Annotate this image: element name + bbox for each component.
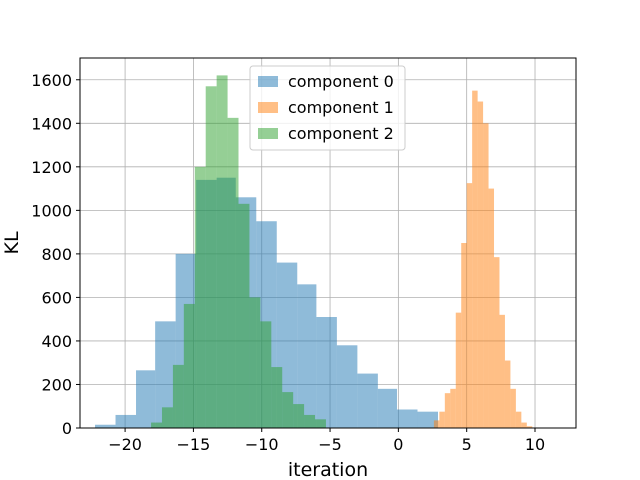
x-tick-label: 10 (525, 435, 545, 454)
y-tick-label: 400 (41, 332, 72, 351)
x-tick-label: −5 (318, 435, 342, 454)
histogram-bar (260, 321, 272, 428)
bars (95, 75, 533, 429)
histogram-bar (477, 101, 484, 428)
histogram-bar (483, 123, 489, 428)
histogram-bar (417, 411, 438, 428)
x-tick-label: −20 (108, 435, 142, 454)
y-tick-label: 1400 (31, 114, 72, 133)
histogram-bar (450, 388, 456, 428)
histogram-bar (161, 407, 173, 428)
legend-label: component 0 (288, 72, 394, 91)
histogram-bar (377, 388, 398, 428)
histogram-bar (515, 411, 522, 428)
histogram-bar (494, 257, 500, 428)
histogram-bar (336, 345, 358, 428)
histogram-bar (521, 422, 527, 428)
histogram-bar (444, 393, 451, 428)
histogram-bar (249, 297, 261, 428)
histogram-bar (151, 422, 162, 428)
x-axis-label: iteration (288, 459, 368, 480)
y-tick-label: 1200 (31, 158, 72, 177)
legend-label: component 2 (288, 124, 394, 143)
histogram-bar (526, 426, 533, 428)
series-1-bars (433, 90, 533, 428)
histogram-bar (439, 411, 445, 428)
histogram-bar (297, 284, 317, 428)
histogram-bar (433, 420, 440, 428)
y-tick-label: 0 (62, 419, 72, 438)
histogram-bar (315, 419, 326, 428)
histogram-bar (205, 86, 217, 428)
histogram-bar (293, 404, 305, 428)
y-tick-label: 1000 (31, 201, 72, 220)
histogram-bar (227, 117, 239, 429)
x-tick-label: −10 (245, 435, 279, 454)
histogram-bar (472, 90, 478, 428)
x-tick-label: 0 (393, 435, 403, 454)
histogram-bar (466, 183, 473, 428)
y-axis-label: KL (1, 231, 23, 254)
histogram-bar (357, 373, 378, 428)
legend-label: component 1 (288, 98, 394, 117)
y-tick-label: 800 (41, 245, 72, 264)
legend-box (249, 65, 406, 151)
histogram-bar (271, 367, 283, 428)
histogram-bar (238, 203, 250, 428)
legend-swatch (258, 102, 278, 113)
legend-swatch (258, 76, 278, 87)
legend-swatch (258, 128, 278, 139)
x-tick-label: 5 (462, 435, 472, 454)
series-2-bars (151, 75, 326, 429)
histogram-bar (194, 166, 206, 428)
histogram-bar (488, 188, 495, 428)
histogram-bar (304, 414, 316, 428)
legend: component 0 component 1 component 2 (249, 65, 406, 151)
histogram-bar (183, 303, 195, 428)
histogram-bar (155, 321, 176, 428)
histogram-bar (216, 75, 228, 428)
plot-frame (79, 57, 577, 429)
y-tick-label: 200 (41, 375, 72, 394)
histogram-bar (282, 392, 294, 428)
y-axis: 0 200 400 600 800 1000 1200 1400 1600 (31, 71, 80, 438)
histogram-bar (499, 314, 505, 428)
histogram-bar (316, 317, 337, 428)
histogram-bar (504, 360, 511, 428)
histogram-bar (510, 388, 516, 428)
histogram-bar (397, 409, 418, 428)
x-axis: −20 −15 −10 −5 0 5 10 (108, 428, 545, 454)
histogram-bar (115, 414, 137, 428)
histogram-bar (136, 370, 156, 428)
y-tick-label: 1600 (31, 71, 72, 90)
histogram-bar (461, 243, 467, 428)
y-tick-label: 600 (41, 288, 72, 307)
x-tick-label: −15 (177, 435, 211, 454)
histogram-bar (172, 364, 184, 428)
histogram-bar (455, 312, 462, 428)
histogram-bar (95, 424, 116, 428)
